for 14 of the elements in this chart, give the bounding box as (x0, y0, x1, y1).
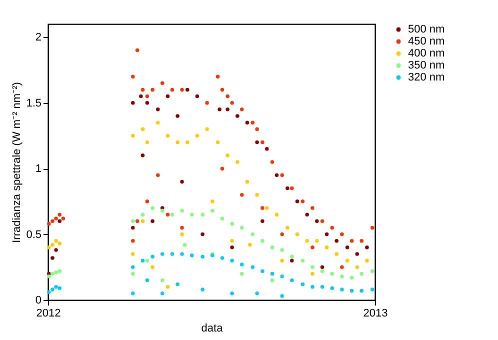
y-axis-title: Irradianza spettrale (W m⁻² nm⁻²) (11, 82, 24, 243)
y-tick-label: 0.5 (26, 228, 42, 241)
legend-label: 500 nm (408, 24, 445, 36)
legend-label: 450 nm (408, 36, 445, 48)
legend-label: 320 nm (408, 72, 445, 84)
x-tick-label: 2012 (36, 308, 61, 320)
y-tick-label: 2 (35, 32, 42, 44)
x-axis-title: data (201, 322, 224, 334)
legend-label: 350 nm (408, 60, 445, 72)
x-tick-label: 2013 (363, 308, 388, 320)
y-tick-label: 0 (35, 294, 42, 306)
legend-label: 400 nm (408, 48, 445, 60)
y-tick-label: 1.5 (26, 97, 42, 110)
y-tick-label: 1 (35, 163, 42, 176)
